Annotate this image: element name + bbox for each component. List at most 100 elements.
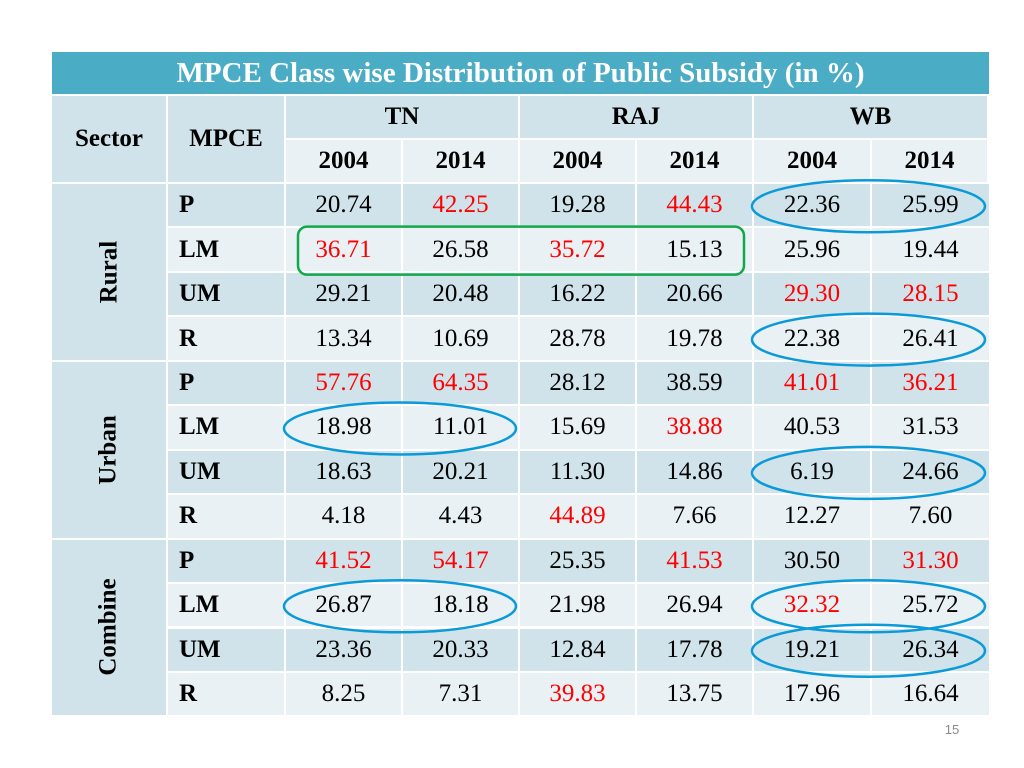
value-cell: 15.13 xyxy=(637,228,754,273)
value-cell: 29.30 xyxy=(754,272,872,318)
sector-cell: Rural xyxy=(52,184,168,362)
value-cell: 17.78 xyxy=(637,628,754,673)
value-cell: 26.87 xyxy=(286,584,403,629)
value-cell: 23.36 xyxy=(286,628,403,673)
value-cell: 20.66 xyxy=(637,272,754,318)
value-cell: 32.32 xyxy=(754,584,872,629)
value-cell: 18.98 xyxy=(286,406,403,451)
value-cell: 54.17 xyxy=(403,539,520,585)
header-state: RAJ xyxy=(520,96,754,140)
value-cell: 39.83 xyxy=(520,672,637,718)
value-cell: 17.96 xyxy=(754,672,872,718)
value-cell: 28.12 xyxy=(520,361,637,407)
value-cell: 10.69 xyxy=(403,317,520,362)
value-cell: 41.52 xyxy=(286,539,403,585)
value-cell: 12.84 xyxy=(520,628,637,673)
value-cell: 26.58 xyxy=(403,228,520,273)
page-number: 15 xyxy=(944,722,960,737)
value-cell: 7.60 xyxy=(872,495,989,540)
value-cell: 18.63 xyxy=(286,450,403,496)
header-year: 2014 xyxy=(872,140,989,184)
value-cell: 16.22 xyxy=(520,272,637,318)
value-cell: 18.18 xyxy=(403,584,520,629)
header-year: 2004 xyxy=(520,140,637,184)
header-year: 2004 xyxy=(286,140,403,184)
mpce-cell: UM xyxy=(168,272,286,318)
mpce-cell: P xyxy=(168,361,286,407)
header-year: 2004 xyxy=(754,140,872,184)
value-cell: 38.88 xyxy=(637,406,754,451)
value-cell: 31.53 xyxy=(872,406,989,451)
value-cell: 28.78 xyxy=(520,317,637,362)
value-cell: 44.89 xyxy=(520,495,637,540)
value-cell: 57.76 xyxy=(286,361,403,407)
header-year: 2014 xyxy=(403,140,520,184)
value-cell: 19.44 xyxy=(872,228,989,273)
value-cell: 13.75 xyxy=(637,672,754,718)
mpce-cell: UM xyxy=(168,450,286,496)
value-cell: 11.30 xyxy=(520,450,637,496)
mpce-cell: P xyxy=(168,184,286,229)
value-cell: 29.21 xyxy=(286,272,403,318)
value-cell: 35.72 xyxy=(520,228,637,273)
value-cell: 8.25 xyxy=(286,672,403,718)
value-cell: 36.71 xyxy=(286,228,403,273)
value-cell: 7.31 xyxy=(403,672,520,718)
value-cell: 19.28 xyxy=(520,184,637,229)
value-cell: 6.19 xyxy=(754,450,872,496)
value-cell: 24.66 xyxy=(872,450,989,496)
header-year: 2014 xyxy=(637,140,754,184)
value-cell: 40.53 xyxy=(754,406,872,451)
value-cell: 25.72 xyxy=(872,584,989,629)
table-title: MPCE Class wise Distribution of Public S… xyxy=(52,52,989,96)
value-cell: 20.48 xyxy=(403,272,520,318)
value-cell: 4.43 xyxy=(403,495,520,540)
value-cell: 36.21 xyxy=(872,361,989,407)
value-cell: 20.33 xyxy=(403,628,520,673)
value-cell: 28.15 xyxy=(872,272,989,318)
mpce-cell: R xyxy=(168,672,286,718)
header-state: WB xyxy=(754,96,989,140)
value-cell: 4.18 xyxy=(286,495,403,540)
value-cell: 25.99 xyxy=(872,184,989,229)
value-cell: 19.21 xyxy=(754,628,872,673)
value-cell: 26.41 xyxy=(872,317,989,362)
sector-cell-label: Combine xyxy=(94,578,122,677)
value-cell: 11.01 xyxy=(403,406,520,451)
value-cell: 44.43 xyxy=(637,184,754,229)
mpce-cell: LM xyxy=(168,584,286,629)
mpce-cell: LM xyxy=(168,228,286,273)
value-cell: 38.59 xyxy=(637,361,754,407)
sector-cell-label: Rural xyxy=(95,240,122,304)
value-cell: 22.38 xyxy=(754,317,872,362)
value-cell: 25.96 xyxy=(754,228,872,273)
value-cell: 26.34 xyxy=(872,628,989,673)
value-cell: 15.69 xyxy=(520,406,637,451)
value-cell: 13.34 xyxy=(286,317,403,362)
value-cell: 42.25 xyxy=(403,184,520,229)
mpce-cell: R xyxy=(168,317,286,362)
value-cell: 16.64 xyxy=(872,672,989,718)
value-cell: 31.30 xyxy=(872,539,989,585)
value-cell: 21.98 xyxy=(520,584,637,629)
value-cell: 20.74 xyxy=(286,184,403,229)
value-cell: 7.66 xyxy=(637,495,754,540)
mpce-cell: LM xyxy=(168,406,286,451)
value-cell: 20.21 xyxy=(403,450,520,496)
value-cell: 41.53 xyxy=(637,539,754,585)
mpce-cell: P xyxy=(168,539,286,585)
value-cell: 30.50 xyxy=(754,539,872,585)
value-cell: 26.94 xyxy=(637,584,754,629)
mpce-cell: UM xyxy=(168,628,286,673)
value-cell: 41.01 xyxy=(754,361,872,407)
sector-cell: Combine xyxy=(52,539,168,718)
sector-cell-label: Urban xyxy=(95,414,122,485)
value-cell: 25.35 xyxy=(520,539,637,585)
header-mpce: MPCE xyxy=(168,96,286,184)
value-cell: 22.36 xyxy=(754,184,872,229)
value-cell: 19.78 xyxy=(637,317,754,362)
value-cell: 12.27 xyxy=(754,495,872,540)
value-cell: 64.35 xyxy=(403,361,520,407)
value-cell: 14.86 xyxy=(637,450,754,496)
